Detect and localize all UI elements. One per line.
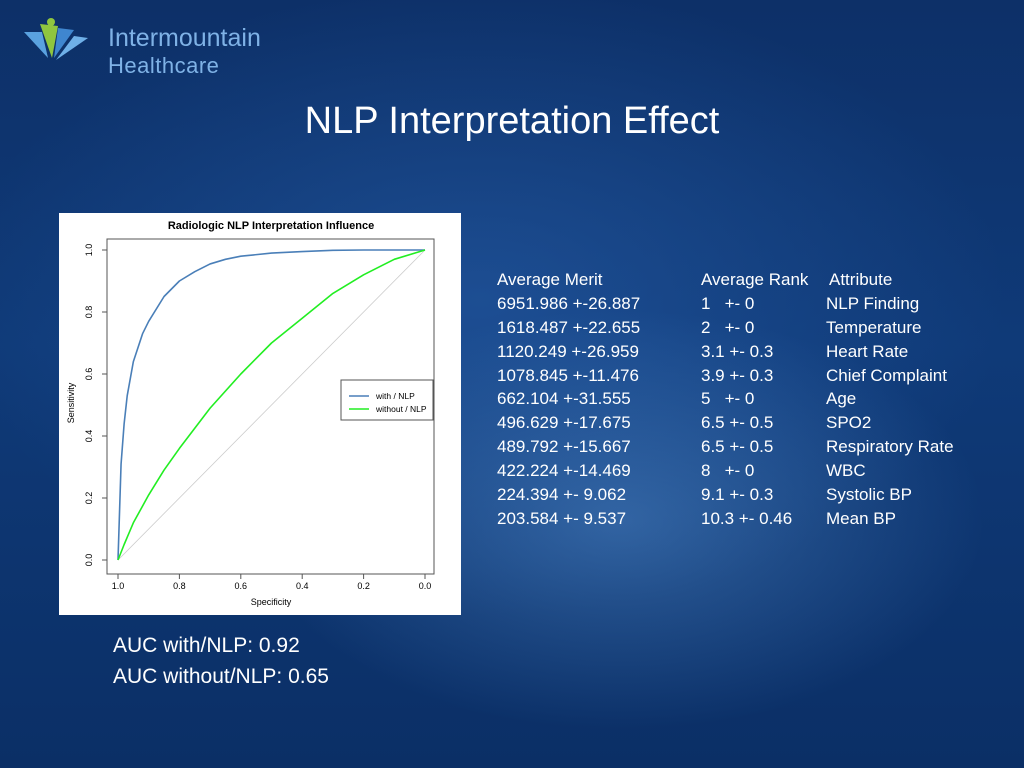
cell-attribute: Mean BP (826, 508, 896, 528)
legend-label-with-nlp: with / NLP (375, 391, 415, 401)
logo-text-intermountain: Intermountain (108, 24, 261, 52)
cell-average-rank: 6.5 +- 0.5 (701, 413, 774, 433)
cell-average-merit: 1618.487 +-22.655 (497, 317, 641, 337)
legend-label-without-nlp: without / NLP (375, 404, 427, 414)
header-average-merit: Average Merit (497, 270, 603, 289)
auc-with-nlp: AUC with/NLP: 0.92 (113, 634, 300, 657)
x-tick-label: 0.8 (173, 581, 186, 591)
cell-attribute: Systolic BP (826, 485, 912, 505)
series-line-with-nlp (117, 249, 425, 561)
intermountain-logo: Intermountain Healthcare (18, 14, 308, 77)
cell-attribute: Age (826, 389, 857, 409)
cell-average-rank: 6.5 +- 0.5 (701, 437, 774, 457)
y-tick-label: 0.2 (84, 492, 94, 505)
x-tick-label: 0.2 (357, 581, 370, 591)
cell-average-rank: 9.1 +- 0.3 (701, 485, 774, 505)
cell-average-rank: 8 +- 0 (701, 461, 755, 481)
auc-summary: AUC with/NLP: 0.92 AUC without/NLP: 0.65 (113, 630, 329, 692)
x-tick-label: 0.4 (296, 581, 309, 591)
reference-diagonal-line (117, 249, 426, 561)
header-attribute: Attribute (829, 270, 893, 289)
y-tick-label: 0.8 (84, 306, 94, 319)
cell-average-merit: 6951.986 +-26.887 (497, 293, 641, 313)
roc-chart-panel: Radiologic NLP Interpretation Influence … (59, 213, 461, 615)
x-tick-label: 1.0 (112, 581, 125, 591)
header-average-rank: Average Rank (701, 270, 809, 289)
cell-average-rank: 5 +- 0 (701, 389, 755, 409)
x-tick-label: 0.6 (235, 581, 248, 591)
cell-average-rank: 2 +- 0 (701, 317, 755, 337)
cell-attribute: Heart Rate (826, 341, 909, 361)
y-tick-label: 0.6 (84, 368, 94, 381)
cell-attribute: Temperature (826, 317, 922, 337)
y-tick-label: 0.0 (84, 554, 94, 567)
auc-without-nlp: AUC without/NLP: 0.65 (113, 665, 329, 688)
x-tick-label: 0.0 (419, 581, 432, 591)
cell-average-rank: 3.1 +- 0.3 (701, 341, 774, 361)
cell-average-merit: 203.584 +- 9.537 (497, 508, 627, 528)
cell-average-merit: 489.792 +-15.667 (497, 437, 631, 457)
plot-frame (106, 238, 435, 575)
cell-attribute: NLP Finding (826, 293, 920, 313)
chart-legend: with / NLP without / NLP (340, 379, 434, 421)
cell-average-merit: 224.394 +- 9.062 (497, 485, 627, 505)
cell-average-rank: 3.9 +- 0.3 (701, 365, 774, 385)
cell-attribute: Respiratory Rate (826, 437, 954, 457)
cell-attribute: Chief Complaint (826, 365, 947, 385)
cell-attribute: WBC (826, 461, 866, 481)
cell-average-merit: 662.104 +-31.555 (497, 389, 631, 409)
y-axis-label: Sensitivity (66, 382, 76, 423)
y-tick-label: 1.0 (84, 244, 94, 257)
cell-average-rank: 10.3 +- 0.46 (701, 508, 793, 528)
slide-title: NLP Interpretation Effect (304, 100, 720, 142)
series-line-without-nlp (117, 249, 426, 561)
cell-average-merit: 1078.845 +-11.476 (497, 365, 639, 385)
logo-text-healthcare: Healthcare (108, 53, 220, 78)
cell-average-rank: 1 +- 0 (701, 293, 755, 313)
chart-title: Radiologic NLP Interpretation Influence (168, 220, 374, 232)
cell-attribute: SPO2 (826, 413, 872, 433)
y-tick-label: 0.4 (84, 430, 94, 443)
cell-average-merit: 422.224 +-14.469 (497, 461, 631, 481)
cell-average-merit: 496.629 +-17.675 (497, 413, 631, 433)
roc-chart: Radiologic NLP Interpretation Influence … (66, 220, 435, 607)
cell-average-merit: 1120.249 +-26.959 (497, 341, 639, 361)
logo-mark-icon (24, 18, 88, 60)
legend-box (340, 379, 434, 421)
x-axis-label: Specificity (251, 597, 292, 607)
